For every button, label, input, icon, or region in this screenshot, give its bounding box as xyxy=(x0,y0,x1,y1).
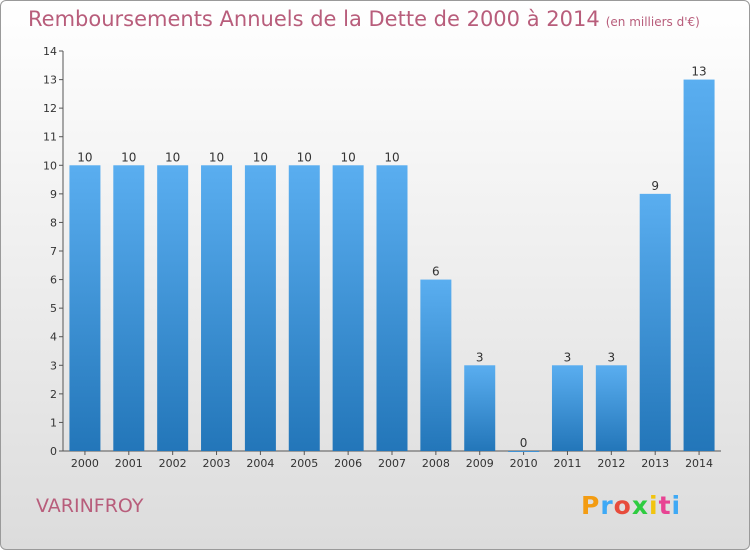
data-label: 10 xyxy=(384,150,399,164)
bar-2001 xyxy=(113,165,145,452)
logo-letter: r xyxy=(600,491,614,520)
data-label: 10 xyxy=(209,150,224,164)
data-label: 3 xyxy=(476,350,484,364)
y-tick-label: 13 xyxy=(43,74,57,87)
y-tick-label: 8 xyxy=(50,216,57,229)
data-label: 3 xyxy=(608,350,616,364)
x-tick-label: 2002 xyxy=(159,457,187,470)
y-tick-label: 10 xyxy=(43,159,57,172)
x-tick-label: 2010 xyxy=(510,457,538,470)
bar-2010 xyxy=(508,451,540,452)
data-label: 10 xyxy=(165,150,180,164)
y-tick-label: 14 xyxy=(43,45,57,58)
chart-title-text: Remboursements Annuels de la Dette de 20… xyxy=(28,7,600,31)
logo-letter: i xyxy=(671,491,682,520)
logo-letter: i xyxy=(649,491,659,520)
commune-name: VARINFROY xyxy=(36,495,144,517)
chart-bars xyxy=(69,79,715,452)
bar-2009 xyxy=(464,365,496,451)
proxiti-logo: Proxiti xyxy=(581,491,681,520)
x-tick-label: 2006 xyxy=(334,457,362,470)
data-label: 10 xyxy=(77,150,92,164)
bar-2013 xyxy=(639,193,671,451)
y-tick-label: 0 xyxy=(50,445,57,458)
chart-title: Remboursements Annuels de la Dette de 20… xyxy=(28,7,700,31)
bar-2000 xyxy=(69,165,101,452)
chart-subtitle: (en milliers d'€) xyxy=(605,15,700,29)
data-label: 10 xyxy=(297,150,312,164)
x-tick-label: 2007 xyxy=(378,457,406,470)
data-label: 10 xyxy=(340,150,355,164)
y-tick-label: 2 xyxy=(50,388,57,401)
logo-letter: P xyxy=(581,491,601,520)
x-tick-label: 2013 xyxy=(641,457,669,470)
y-tick-label: 5 xyxy=(50,302,57,315)
data-label: 13 xyxy=(691,65,706,79)
x-tick-label: 2004 xyxy=(246,457,274,470)
logo-letter: x xyxy=(631,491,649,520)
data-label: 9 xyxy=(651,179,659,193)
x-tick-label: 2011 xyxy=(553,457,581,470)
bar-2005 xyxy=(288,165,320,452)
x-tick-label: 2012 xyxy=(597,457,625,470)
bar-2008 xyxy=(420,279,452,451)
bar-2014 xyxy=(683,79,715,452)
x-tick-label: 2003 xyxy=(203,457,231,470)
data-label: 3 xyxy=(564,350,572,364)
bar-2004 xyxy=(244,165,276,452)
x-tick-label: 2005 xyxy=(290,457,318,470)
bar-2012 xyxy=(595,365,627,451)
bar-2006 xyxy=(332,165,364,452)
x-tick-label: 2001 xyxy=(115,457,143,470)
data-label: 10 xyxy=(121,150,136,164)
x-tick-label: 2009 xyxy=(466,457,494,470)
logo-letter: t xyxy=(658,491,672,520)
data-label: 0 xyxy=(520,436,528,450)
bar-2002 xyxy=(157,165,189,452)
data-label: 6 xyxy=(432,265,440,279)
y-tick-label: 12 xyxy=(43,102,57,115)
y-tick-label: 4 xyxy=(50,331,57,344)
x-tick-label: 2000 xyxy=(71,457,99,470)
y-tick-label: 11 xyxy=(43,131,57,144)
x-tick-label: 2014 xyxy=(685,457,713,470)
x-tick-label: 2008 xyxy=(422,457,450,470)
y-tick-label: 1 xyxy=(50,416,57,429)
bar-2003 xyxy=(201,165,233,452)
bar-2011 xyxy=(551,365,583,451)
data-label: 10 xyxy=(253,150,268,164)
chart-labels: 2000 10 2001 10 2002 10 2003 10 2004 10 2005 10 2006… xyxy=(71,65,713,470)
logo-letter: o xyxy=(613,491,632,520)
bar-2007 xyxy=(376,165,408,452)
y-tick-label: 9 xyxy=(50,188,57,201)
y-tick-label: 3 xyxy=(50,359,57,372)
y-tick-label: 6 xyxy=(50,274,57,287)
y-tick-label: 7 xyxy=(50,245,57,258)
